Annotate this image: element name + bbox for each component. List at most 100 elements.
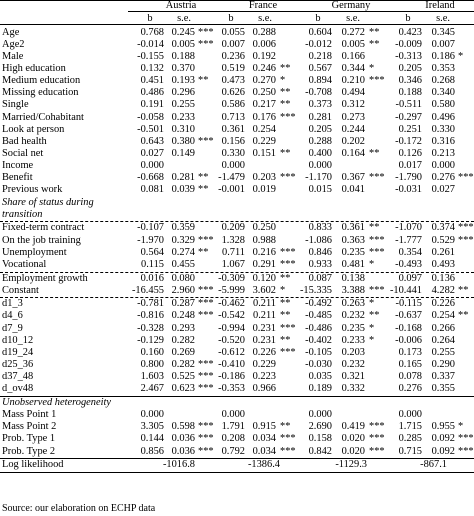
significance-stars: *** — [369, 445, 385, 457]
coef-b: -0.297 — [395, 111, 422, 123]
coef-se: 0.337 — [431, 371, 455, 383]
significance-stars: ** — [280, 421, 291, 433]
coef-b: 0.000 — [140, 409, 164, 421]
coef-se: 0.270 — [252, 75, 276, 87]
coef-b: 0.081 — [140, 184, 164, 196]
table-row: Vocational 0.115 0.455 1.067 0.291 *** 0.933 0.… — [0, 259, 474, 271]
coef-se: 4.282 — [431, 284, 455, 296]
row-label: d4_6 — [2, 310, 23, 322]
coef-se: 0.092 — [431, 433, 455, 445]
coef-b: 0.097 — [398, 272, 422, 284]
coef-b: 0.055 — [221, 26, 245, 38]
coef-b: 0.189 — [308, 383, 332, 395]
coef-se: 0.287 — [171, 298, 195, 310]
row-label: Married/Cohabitant — [2, 111, 84, 123]
subheader-se: s.e. — [346, 13, 360, 24]
coef-se: 0.529 — [431, 234, 455, 246]
coef-se: 0.176 — [252, 111, 276, 123]
coef-se: 0.329 — [171, 234, 195, 246]
coef-se: 0.310 — [171, 123, 195, 135]
coef-b: -15.335 — [299, 284, 332, 296]
coef-se: 0.138 — [341, 272, 365, 284]
coef-se: 0.007 — [431, 38, 455, 50]
coef-se: 0.361 — [341, 222, 365, 234]
coef-se: 0.039 — [171, 184, 195, 196]
coef-se: 0.226 — [252, 346, 276, 358]
coef-b: 0.078 — [398, 371, 422, 383]
significance-stars: * — [280, 75, 286, 87]
coef-b: 0.486 — [140, 87, 164, 99]
dashed-separator — [0, 297, 474, 299]
significance-stars: *** — [369, 433, 385, 445]
significance-stars: * — [458, 421, 464, 433]
coef-se: 0.250 — [252, 222, 276, 234]
coef-se: 2.960 — [171, 284, 195, 296]
coef-se: 0.282 — [171, 334, 195, 346]
coef-se: 0.000 — [431, 160, 455, 172]
table-row: Married/Cohabitant -0.058 0.233 0.713 0.176 *… — [0, 112, 474, 124]
coef-b: 1.067 — [221, 258, 245, 270]
row-label: Single — [2, 99, 29, 111]
coef-b: 0.015 — [308, 184, 332, 196]
row-label: Male — [2, 50, 24, 62]
significance-stars: *** — [280, 433, 296, 445]
coef-b: -16.455 — [131, 284, 164, 296]
table-row: d7_9 -0.328 0.293 -0.994 0.231 *** -0.486 0.235… — [0, 323, 474, 335]
row-label: Prob. Type 2 — [2, 445, 56, 457]
significance-stars: *** — [198, 383, 214, 395]
coef-b: 0.586 — [221, 99, 245, 111]
significance-stars: *** — [369, 284, 385, 296]
coef-se: 0.019 — [252, 184, 276, 196]
row-label: Previous work — [2, 184, 63, 196]
significance-stars: *** — [458, 234, 474, 246]
coef-b: 0.400 — [308, 148, 332, 159]
coef-se: 0.211 — [253, 298, 276, 310]
significance-stars: *** — [280, 172, 296, 184]
coef-b: 0.473 — [221, 75, 245, 87]
row-label: Unemployment — [2, 246, 67, 258]
coef-b: -0.001 — [218, 184, 245, 196]
coef-se: 0.027 — [431, 184, 455, 196]
coef-se: 0.269 — [171, 346, 195, 358]
section-row: Share of status during — [0, 197, 474, 209]
coef-b: 0.208 — [221, 433, 245, 445]
coef-se: 0.136 — [431, 272, 455, 284]
coef-se: 3.388 — [341, 284, 365, 296]
row-label: Benefit — [2, 172, 33, 184]
significance-stars: * — [458, 50, 464, 62]
significance-stars: *** — [198, 298, 214, 310]
table-row: Fixed-term contract -0.107 0.359 0.209 0.250… — [0, 222, 474, 234]
coef-se: 0.374 — [431, 222, 455, 234]
coef-b: 0.205 — [398, 62, 422, 74]
row-label: High education — [2, 62, 66, 74]
coef-se: 0.210 — [341, 75, 365, 87]
coef-se: 0.149 — [171, 148, 195, 159]
coef-se: 0.233 — [171, 111, 195, 123]
coef-se: 0.455 — [171, 258, 195, 270]
coef-se: 0.223 — [252, 371, 276, 383]
coef-se: 0.363 — [341, 234, 365, 246]
section-label: transition — [2, 208, 43, 220]
table-row: Medium education 0.451 0.193 ** 0.473 0.270 * 0… — [0, 75, 474, 87]
coef-b: -0.612 — [218, 346, 245, 358]
coef-se: 0.005 — [341, 38, 365, 50]
coef-b: -0.501 — [137, 123, 164, 135]
coef-se: 0.041 — [341, 184, 365, 196]
coef-se: 0.080 — [171, 272, 195, 284]
coef-se: 0.216 — [252, 246, 276, 258]
log-likelihood-value: -1386.4 — [247, 459, 280, 471]
country-header-germany: Germany — [331, 0, 371, 11]
coef-se: 0.623 — [171, 383, 195, 395]
coef-se: 0.120 — [252, 272, 276, 284]
coef-b: 0.173 — [398, 346, 422, 358]
coef-se: 0.202 — [341, 135, 365, 147]
significance-stars: *** — [458, 445, 474, 457]
coef-b: 1.715 — [398, 421, 422, 433]
coef-se: 0.316 — [431, 135, 455, 147]
subheader-b: b — [147, 13, 153, 24]
coef-se: 0.264 — [431, 334, 455, 346]
table-row: Income 0.000 0.000 0.000 0.017 0.000 — [0, 160, 474, 172]
coef-b: -0.994 — [218, 322, 245, 334]
table-row: Single 0.191 0.255 0.586 0.217 ** 0.373 0.312 -0… — [0, 99, 474, 111]
coef-se: 0.193 — [171, 75, 195, 87]
